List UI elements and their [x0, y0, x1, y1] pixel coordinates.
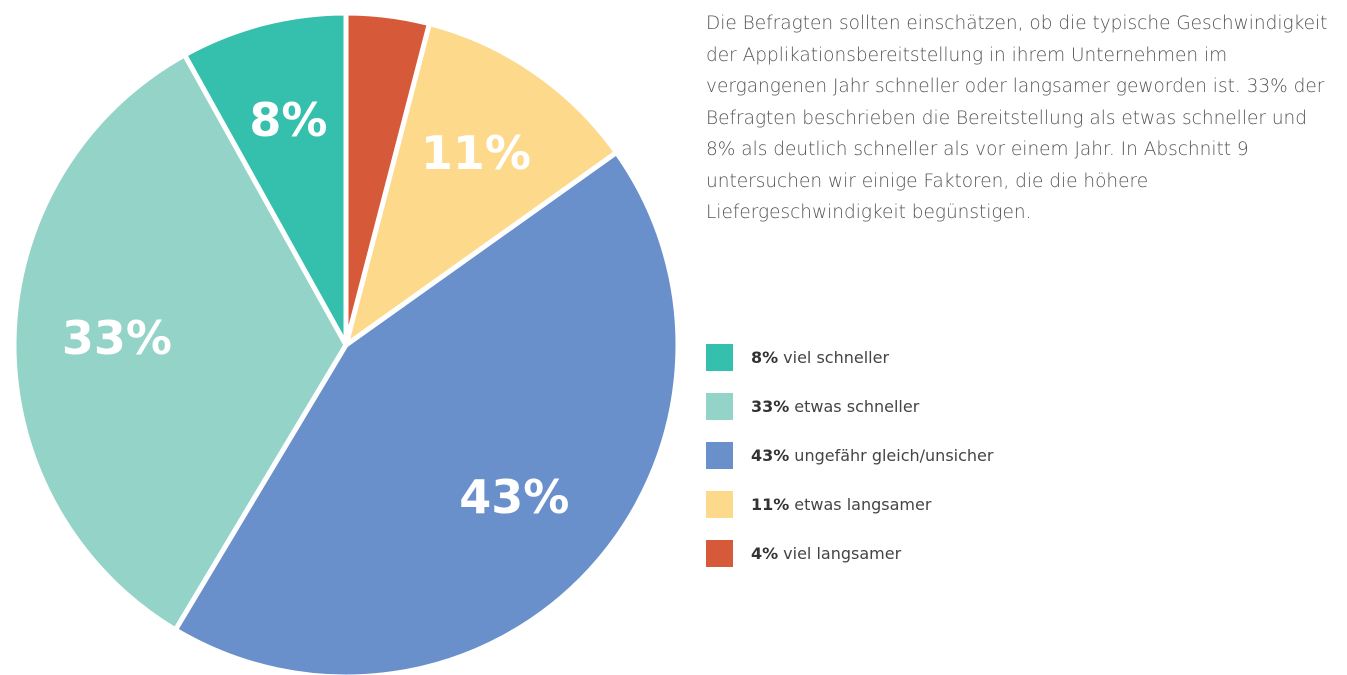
legend-item: 43% ungefähr gleich/unsicher	[706, 442, 993, 469]
legend-value: 43%	[751, 446, 790, 465]
legend-value: 8%	[751, 348, 779, 367]
description: Die Befragten sollten einschätzen, ob di…	[706, 13, 1328, 223]
legend-value: 4%	[751, 544, 779, 563]
legend-item: 4% viel langsamer	[706, 540, 901, 567]
pie-slice	[11, 52, 349, 633]
legend-item: 11% etwas langsamer	[706, 491, 931, 518]
legend-swatch	[706, 393, 733, 420]
legend-item: 8% viel schneller	[706, 344, 889, 371]
legend-label: viel schneller	[783, 348, 890, 367]
slice-label: 8%	[249, 93, 327, 147]
pie-slice	[172, 149, 681, 675]
slice-label: 11%	[421, 126, 531, 180]
pie-slice	[182, 10, 349, 348]
legend-item: 33% etwas schneller	[706, 393, 919, 420]
legend-value: 33%	[751, 397, 790, 416]
slice-label: 43%	[459, 470, 569, 524]
slice-label: 33%	[62, 311, 172, 365]
legend-label: etwas schneller	[794, 397, 920, 416]
legend-swatch	[706, 491, 733, 518]
legend-swatch	[706, 442, 733, 469]
pie-slice	[343, 21, 619, 348]
legend-swatch	[706, 540, 733, 567]
legend-label: ungefähr gleich/unsicher	[794, 446, 994, 465]
legend-label: etwas langsamer	[794, 495, 932, 514]
legend-swatch	[706, 344, 733, 371]
legend-value: 11%	[751, 495, 790, 514]
legend-label: viel langsamer	[783, 544, 902, 563]
pie-slice	[343, 10, 432, 348]
pie-chart: 8% 33% 43% 11%	[11, 10, 681, 675]
